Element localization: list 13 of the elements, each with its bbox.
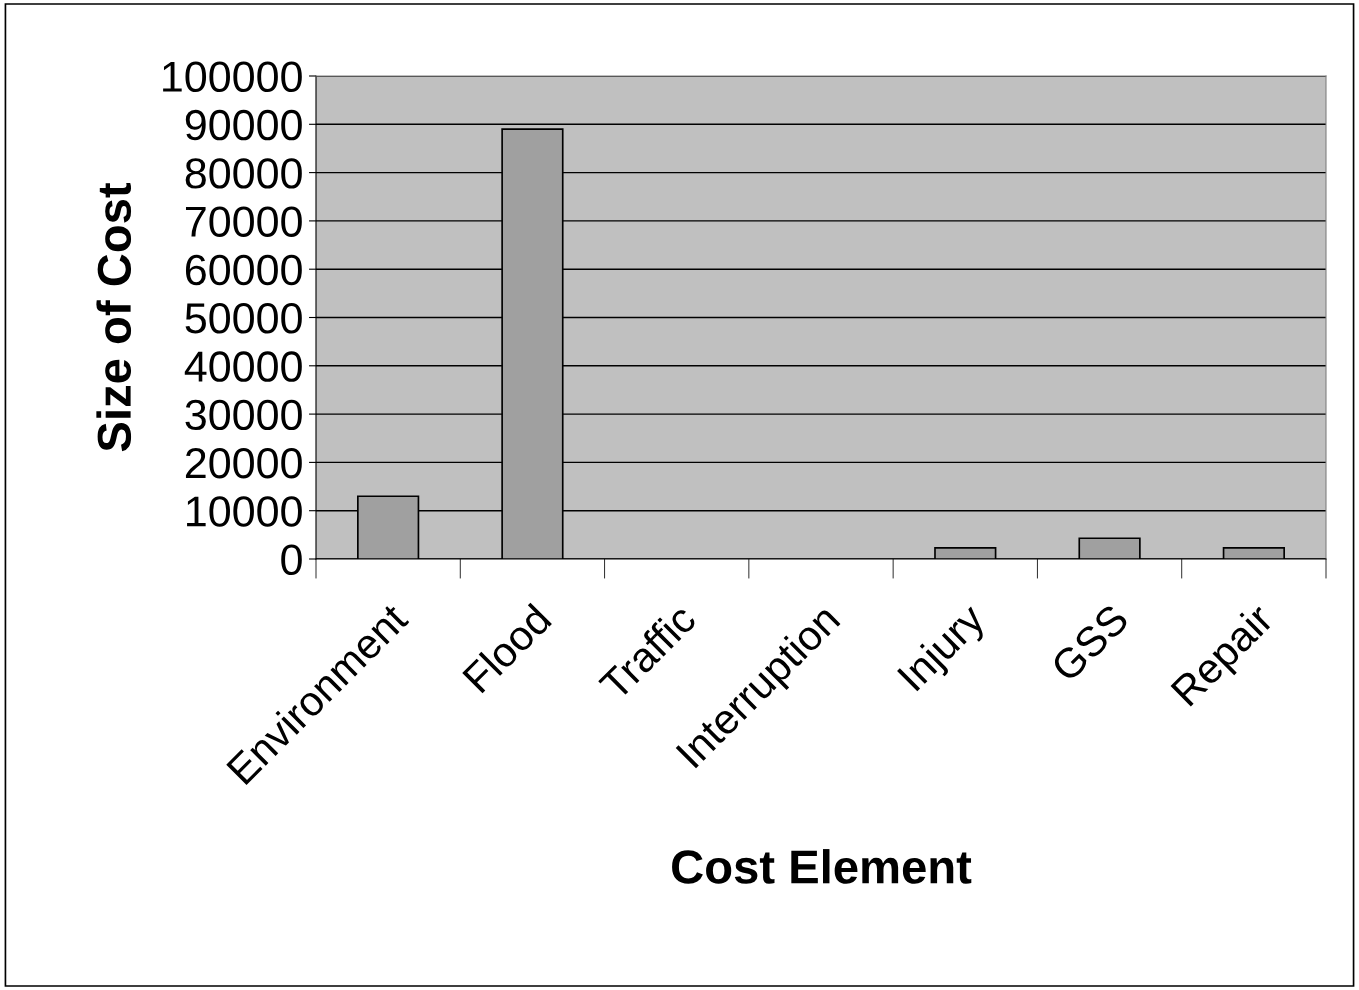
y-tick-label: 10000 [187,496,302,527]
y-tick-label: 30000 [185,399,302,431]
y-tick-label: 90000 [185,109,302,141]
y-tick-label: 70000 [185,206,302,237]
y-tick-label: 40000 [184,351,302,382]
x-axis-title: Cost Element [672,849,972,884]
y-tick-label: 0 [281,544,302,576]
y-tick-label: 60000 [185,254,302,286]
y-tick-label: 50000 [185,303,302,334]
y-axis-title: Size of Cost [96,182,132,452]
y-tick-label: 20000 [185,447,302,479]
y-tick-label: 80000 [185,158,302,189]
y-tick-label: 100000 [163,61,302,93]
